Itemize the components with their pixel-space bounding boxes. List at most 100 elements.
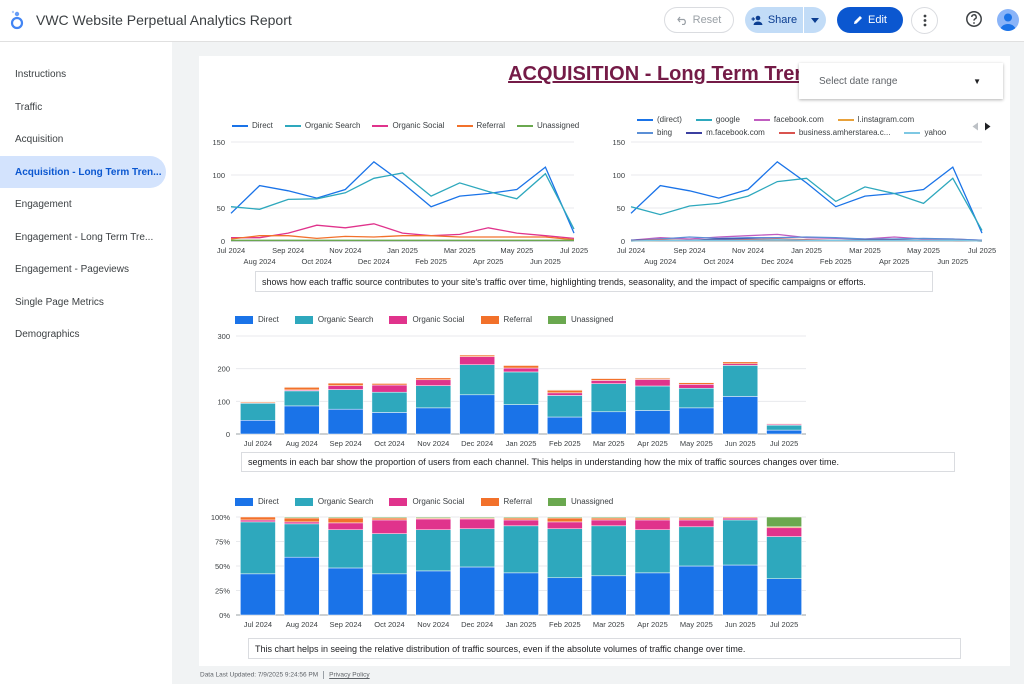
reset-button[interactable]: Reset	[664, 7, 734, 33]
bar-segment	[590, 378, 627, 381]
legend-item[interactable]: Referral	[456, 121, 505, 130]
legend-item[interactable]: l.instagram.com	[837, 115, 914, 124]
caret-down-icon: ▼	[973, 77, 981, 86]
x-tick-label: May 2025	[907, 246, 940, 255]
nav-item-single-page-metrics[interactable]: Single Page Metrics	[15, 296, 104, 308]
undo-icon	[676, 16, 686, 25]
nav-item-engagement[interactable]: Engagement	[15, 198, 72, 210]
bar-segment	[590, 380, 627, 384]
legend-item[interactable]: m.facebook.com	[686, 128, 765, 137]
legend-item[interactable]: Referral	[480, 315, 532, 324]
report-name[interactable]: VWC Website Perpetual Analytics Report	[36, 12, 292, 28]
legend-label: Direct	[258, 497, 279, 506]
legend-prev-icon[interactable]	[972, 122, 979, 131]
nav-item-traffic[interactable]: Traffic	[15, 101, 43, 113]
bar-segment	[327, 522, 364, 530]
legend-item[interactable]: Organic Social	[372, 121, 445, 130]
percent-stacked-bar-chart[interactable]: 0% 25% 50% 75% 100% Jul 2024 Aug 2024 Sep 2024 O…	[199, 509, 819, 633]
legend-item[interactable]: Unassigned	[547, 497, 613, 506]
page-title: ACQUISITION - Long Term Trends	[508, 63, 830, 85]
x-tick-label: Mar 2025	[593, 620, 625, 629]
x-tick-label: Oct 2024	[302, 257, 332, 266]
nav-item-acquisition[interactable]: Acquisition	[15, 133, 64, 145]
legend-next-icon[interactable]	[985, 122, 991, 131]
legend-label: Organic Search	[317, 497, 374, 506]
legend-item[interactable]: Organic Search	[294, 315, 373, 324]
description-text-3: This chart helps in seeing the relative …	[248, 638, 961, 659]
description-text-1: shows how each traffic source contribute…	[255, 271, 933, 292]
edit-label: Edit	[868, 14, 887, 26]
legend-item[interactable]: business.amherstarea.c...	[778, 128, 890, 137]
avatar[interactable]	[997, 9, 1019, 31]
bar-segment	[240, 573, 276, 616]
legend-label: Referral	[503, 497, 532, 506]
nav-item-acquisition-long-term[interactable]: Acquisition - Long Term Tren...	[0, 156, 166, 188]
bar-segment	[678, 517, 715, 521]
x-tick-label: Apr 2025	[637, 439, 667, 448]
bar-segment	[634, 385, 671, 411]
bar-segment	[547, 517, 583, 523]
legend-label: Direct	[252, 121, 273, 130]
bar-segment	[415, 516, 452, 519]
legend-item[interactable]: bing	[637, 128, 672, 137]
legend-item[interactable]: Direct	[235, 315, 279, 324]
x-tick-label: Aug 2024	[286, 439, 318, 448]
legend-label: Organic Social	[412, 497, 465, 506]
bar-segment	[766, 424, 802, 431]
bar-segment	[678, 526, 715, 567]
bar-segment	[459, 518, 495, 530]
legend-label: Organic Social	[392, 121, 445, 130]
chart2-legend-row2: bing m.facebook.com business.amherstarea…	[637, 128, 946, 137]
legend-item[interactable]: Direct	[232, 121, 273, 130]
legend-label: (direct)	[657, 115, 682, 124]
nav-item-demographics[interactable]: Demographics	[15, 328, 80, 340]
bar-segment	[283, 387, 320, 391]
bar-segment	[371, 384, 408, 393]
bar-segment	[590, 519, 627, 527]
stacked-bar-chart[interactable]: 0 100 200 300 Jul 2024 Aug 2024 Sep 2024 Oct 20…	[199, 328, 819, 450]
edit-button[interactable]: Edit	[837, 7, 903, 33]
nav-item-engagement-pageviews[interactable]: Engagement - Pageviews	[15, 263, 129, 275]
bar-segment	[678, 407, 715, 435]
privacy-policy-link[interactable]: Privacy Policy	[329, 671, 370, 679]
legend-item[interactable]: facebook.com	[753, 115, 824, 124]
legend-item[interactable]: Organic Search	[284, 121, 360, 130]
legend-item[interactable]: Unassigned	[547, 315, 613, 324]
legend-item[interactable]: Organic Search	[294, 497, 374, 506]
series-line	[230, 160, 575, 234]
legend-item[interactable]: Organic Social	[389, 497, 465, 506]
nav-item-engagement-long-term[interactable]: Engagement - Long Term Tre...	[15, 231, 154, 243]
bar-segment	[283, 556, 320, 616]
bar-segment	[722, 516, 759, 519]
x-tick-label: Oct 2024	[704, 257, 734, 266]
share-dropdown-button[interactable]	[804, 7, 826, 33]
more-options-button[interactable]	[911, 7, 938, 34]
bar-segment	[678, 565, 715, 616]
bar-segment	[240, 521, 276, 575]
legend-item[interactable]: Unassigned	[516, 121, 579, 130]
legend-item[interactable]: (direct)	[637, 115, 682, 124]
legend-item[interactable]: Direct	[235, 497, 279, 506]
nav-item-instructions[interactable]: Instructions	[15, 68, 67, 80]
bar-segment	[503, 404, 539, 435]
looker-studio-logo-icon[interactable]	[10, 10, 24, 35]
legend-item[interactable]: Referral	[480, 497, 532, 506]
bar-segment	[590, 411, 627, 435]
bar-segment	[459, 528, 495, 568]
bar-segment	[240, 516, 276, 521]
legend-item[interactable]: google	[695, 115, 740, 124]
bar-segment	[327, 385, 364, 390]
legend-item[interactable]: Organic Social	[389, 315, 465, 324]
bar-segment	[283, 516, 320, 519]
legend-item[interactable]: yahoo	[904, 128, 946, 137]
bar-segment	[590, 516, 627, 519]
chart3-legend: Direct Organic Search Organic Social Ref…	[235, 315, 613, 324]
line-chart-sources[interactable]: 0 50 100 150 Jul 2024 Aug 2024 Sep 2024 Oct 202…	[602, 136, 1007, 268]
x-tick-label: Sep 2024	[272, 246, 304, 255]
help-icon[interactable]	[965, 10, 983, 33]
date-range-selector[interactable]: Select date range ▼	[799, 63, 1003, 99]
y-tick-label: 100%	[211, 513, 231, 522]
share-button[interactable]: Share	[745, 7, 803, 33]
legend-label: facebook.com	[773, 115, 824, 124]
line-chart-channels[interactable]: 0 50 100 150 Jul 2024 Aug 2024 Sep 2024 Oct 202…	[199, 136, 599, 268]
